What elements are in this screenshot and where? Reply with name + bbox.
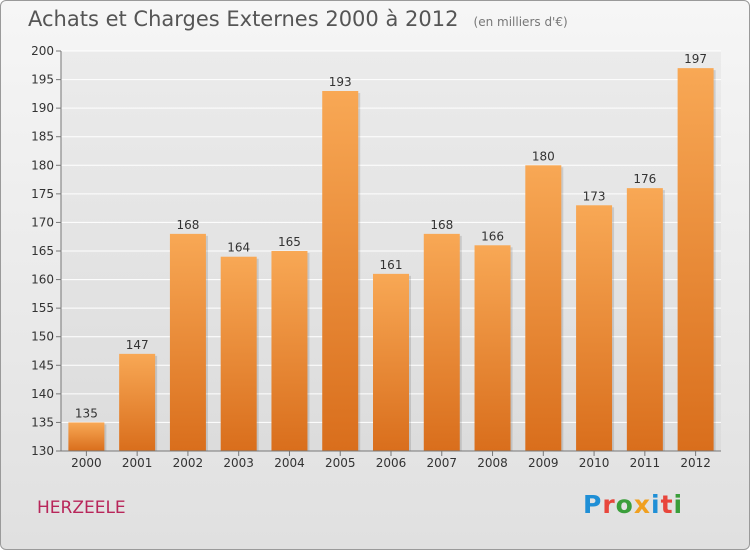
bar-2007 xyxy=(423,233,460,451)
y-tick-label: 200 xyxy=(31,44,54,58)
data-label-2004: 165 xyxy=(278,235,301,249)
logo-letter: o xyxy=(615,490,634,519)
logo-letter: i xyxy=(673,490,684,519)
bar-2005 xyxy=(322,91,359,451)
y-tick-label: 195 xyxy=(31,73,54,87)
logo-letter: r xyxy=(602,490,616,519)
bar-2009 xyxy=(525,165,562,452)
bar-2010 xyxy=(576,205,613,451)
commune-name: HERZEELE xyxy=(37,498,126,518)
axes xyxy=(60,51,721,456)
logo-letter: x xyxy=(633,490,651,519)
data-label-2000: 135 xyxy=(75,406,98,420)
y-tick-label: 165 xyxy=(31,244,54,258)
y-tick-label: 190 xyxy=(31,101,54,115)
x-tick-label: 2012 xyxy=(680,456,711,470)
x-tick-label: 2004 xyxy=(274,456,305,470)
bar-2003 xyxy=(220,256,257,451)
proxiti-logo: Proxiti xyxy=(583,490,683,519)
x-tick-label: 2009 xyxy=(528,456,559,470)
logo-letter: P xyxy=(583,490,603,519)
logo-letter: t xyxy=(660,490,674,519)
y-tick-label: 150 xyxy=(31,330,54,344)
y-tick-label: 175 xyxy=(31,187,54,201)
y-tick-label: 155 xyxy=(31,301,54,315)
data-label-2003: 164 xyxy=(227,241,250,255)
y-tick-label: 180 xyxy=(31,158,54,172)
bar-2012 xyxy=(677,68,714,452)
bars xyxy=(68,68,716,452)
x-tick-label: 2002 xyxy=(173,456,204,470)
bar-2011 xyxy=(626,188,663,451)
data-labels: 135 147 168 164 165 193 161 168 166 180 173 176 197 xyxy=(75,52,707,420)
x-tick-label: 2010 xyxy=(579,456,610,470)
x-tick-label: 2007 xyxy=(426,456,457,470)
x-tick-labels: 2000 2001 2002 2003 2004 2005 2006 2007 2008 2009… xyxy=(71,456,711,470)
bar-2004 xyxy=(271,251,308,451)
y-tick-labels: 130 135 140 145 150 155 160 165 170 175 180 185 190 1… xyxy=(31,44,54,458)
data-label-2001: 147 xyxy=(126,338,149,352)
chart-title: Achats et Charges Externes 2000 à 2012 xyxy=(28,7,459,31)
x-tick-label: 2006 xyxy=(376,456,407,470)
data-label-2005: 193 xyxy=(329,75,352,89)
data-label-2009: 180 xyxy=(532,149,555,163)
bar-2006 xyxy=(373,273,409,451)
x-tick-label: 2011 xyxy=(630,456,661,470)
bar-2008 xyxy=(474,245,511,451)
data-label-2011: 176 xyxy=(633,172,656,186)
bar-2000 xyxy=(68,422,105,451)
y-tick-label: 130 xyxy=(31,444,54,458)
data-label-2006: 161 xyxy=(380,258,403,272)
chart-subtitle: (en milliers d'€) xyxy=(473,15,568,29)
y-tick-label: 170 xyxy=(31,215,54,229)
bar-2002 xyxy=(169,233,206,451)
x-tick-label: 2000 xyxy=(71,456,102,470)
x-tick-label: 2003 xyxy=(223,456,254,470)
data-label-2007: 168 xyxy=(430,218,453,232)
y-tick-label: 145 xyxy=(31,358,54,372)
y-tick-label: 135 xyxy=(31,415,54,429)
data-label-2010: 173 xyxy=(583,189,606,203)
title-row: Achats et Charges Externes 2000 à 2012 (… xyxy=(28,7,568,31)
x-tick-label: 2008 xyxy=(477,456,508,470)
logo-letter: i xyxy=(651,490,661,519)
x-tick-label: 2005 xyxy=(325,456,356,470)
data-label-2012: 197 xyxy=(684,52,707,66)
bar-2001 xyxy=(119,353,156,451)
x-tick-label: 2001 xyxy=(122,456,153,470)
data-label-2002: 168 xyxy=(176,218,199,232)
data-label-2008: 166 xyxy=(481,229,504,243)
y-tick-label: 140 xyxy=(31,387,54,401)
y-tick-label: 160 xyxy=(31,273,54,287)
y-tick-label: 185 xyxy=(31,130,54,144)
